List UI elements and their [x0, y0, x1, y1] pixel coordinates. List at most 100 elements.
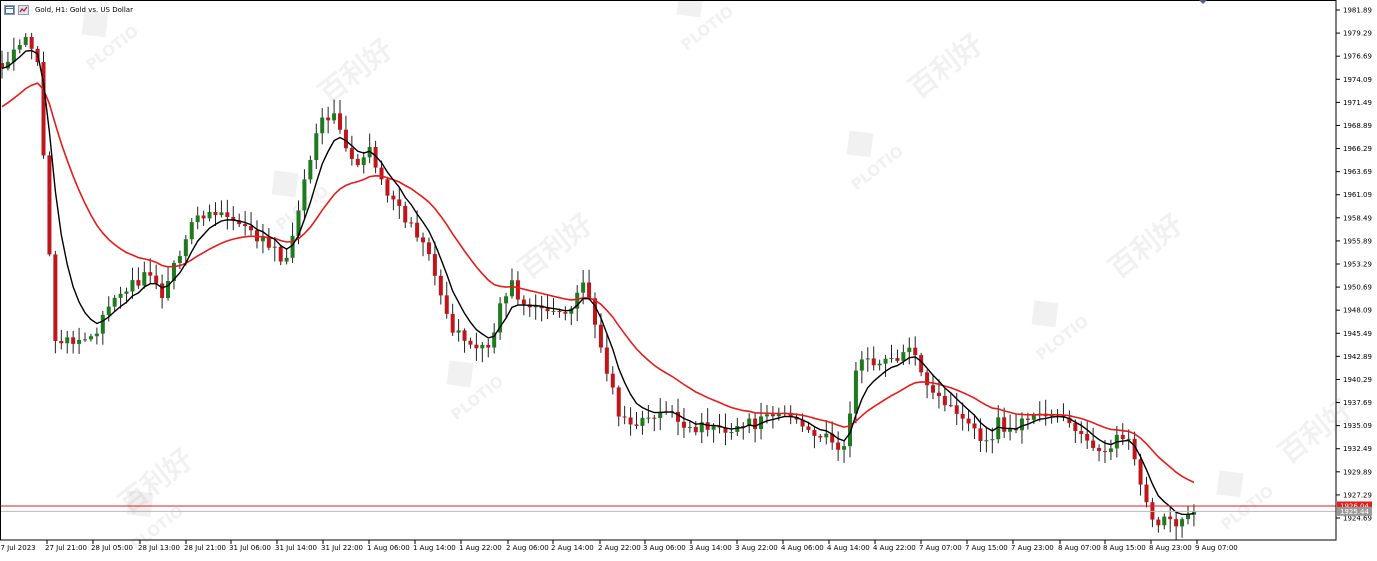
bull-candle — [699, 422, 704, 433]
watermark-diamond — [846, 130, 874, 158]
bull-candle — [17, 44, 22, 50]
bear-candle — [931, 385, 936, 393]
bear-candle — [913, 347, 918, 356]
bear-candle — [278, 246, 283, 262]
bear-candle — [71, 337, 76, 344]
watermark-diamond — [81, 10, 109, 38]
x-tick-label: 27 Jul 2023 — [0, 544, 36, 552]
bear-candle — [1085, 434, 1090, 441]
y-tick-label: 1950.69 — [1343, 284, 1372, 292]
x-tick-label: 2 Aug 14:00 — [551, 544, 594, 552]
bull-candle — [23, 36, 28, 45]
bear-candle — [634, 424, 639, 426]
bull-candle — [984, 440, 989, 442]
x-tick-label: 4 Aug 22:00 — [873, 544, 916, 552]
bear-candle — [515, 280, 520, 300]
bear-candle — [1138, 459, 1143, 485]
bear-candle — [462, 330, 467, 341]
bull-candle — [646, 417, 651, 419]
bull-candle — [877, 363, 882, 366]
bull-candle — [166, 281, 171, 299]
chart-icon[interactable] — [18, 5, 29, 15]
bear-candle — [1073, 423, 1078, 431]
bear-candle — [545, 308, 550, 312]
watermark-chinese: 百利好 — [112, 442, 199, 520]
slow-moving-average-line — [1, 82, 1195, 484]
x-tick-label: 31 Jul 22:00 — [321, 544, 363, 552]
bear-candle — [474, 344, 479, 349]
symbol-description: Gold vs. US Dollar — [69, 6, 133, 14]
bull-candle — [504, 296, 509, 304]
bear-candle — [1156, 519, 1161, 526]
bear-candle — [681, 421, 686, 428]
bull-candle — [361, 157, 366, 166]
x-tick-label: 31 Jul 14:00 — [275, 544, 317, 552]
bear-candle — [343, 129, 348, 149]
bull-candle — [5, 61, 10, 69]
y-tick-label: 1976.69 — [1343, 53, 1372, 61]
bull-candle — [658, 411, 663, 418]
bear-candle — [919, 355, 924, 373]
watermark-diamond — [1031, 300, 1059, 328]
bear-candle — [936, 392, 941, 396]
bear-candle — [254, 230, 259, 242]
bear-candle — [136, 280, 141, 286]
y-tick-label: 1974.09 — [1343, 76, 1372, 84]
watermark-logo: PLOTIO — [446, 360, 507, 424]
bull-candle — [171, 262, 176, 282]
bull-candle — [130, 280, 135, 292]
watermark-chinese-text: 百利好 — [1102, 207, 1189, 285]
bull-candle — [551, 310, 556, 312]
chart-shift-marker[interactable] — [1199, 0, 1207, 4]
bear-candle — [237, 220, 242, 225]
y-tick-label: 1961.09 — [1343, 191, 1372, 199]
bull-candle — [1191, 511, 1196, 515]
x-tick-label: 3 Aug 06:00 — [643, 544, 686, 552]
bull-candle — [735, 425, 740, 432]
bull-candle — [290, 235, 295, 258]
bear-candle — [818, 435, 823, 438]
bear-candle — [1079, 430, 1084, 435]
bear-candle — [29, 36, 34, 49]
candles-layer — [0, 32, 1196, 540]
bear-candle — [1132, 438, 1137, 460]
bull-candle — [112, 297, 117, 307]
bull-candle — [907, 347, 912, 353]
bull-candle — [11, 49, 16, 62]
bull-candle — [901, 352, 906, 361]
bull-candle — [1108, 448, 1113, 452]
bear-candle — [972, 423, 977, 429]
y-tick-label: 1979.29 — [1343, 30, 1372, 38]
bull-candle — [118, 293, 123, 298]
bull-candle — [569, 308, 574, 314]
y-tick-label: 1963.69 — [1343, 168, 1372, 176]
bear-candle — [1091, 440, 1096, 448]
bull-candle — [1019, 418, 1024, 431]
bear-candle — [486, 344, 491, 348]
watermark-diamond — [446, 360, 474, 388]
bull-candle — [883, 358, 888, 364]
bull-candle — [865, 358, 870, 360]
bear-candle — [563, 312, 568, 314]
bear-candle — [622, 416, 627, 418]
bull-candle — [207, 211, 212, 219]
bear-candle — [1168, 516, 1173, 520]
x-tick-label: 28 Jul 21:00 — [184, 544, 226, 552]
window-icon[interactable] — [4, 5, 15, 15]
y-tick-label: 1935.09 — [1343, 422, 1372, 430]
watermark-logo: PLOTIO — [1031, 300, 1092, 364]
bear-candle — [610, 373, 615, 388]
bull-candle — [640, 417, 645, 426]
x-tick-label: 3 Aug 22:00 — [735, 544, 778, 552]
y-tick-label: 1953.29 — [1343, 261, 1372, 269]
bear-candle — [379, 167, 384, 180]
bear-candle — [225, 212, 230, 218]
x-tick-label: 8 Aug 15:00 — [1103, 544, 1146, 552]
bull-candle — [1008, 428, 1013, 432]
y-tick-label: 1958.49 — [1343, 214, 1372, 222]
bear-candle — [338, 113, 343, 130]
bull-candle — [711, 425, 716, 430]
